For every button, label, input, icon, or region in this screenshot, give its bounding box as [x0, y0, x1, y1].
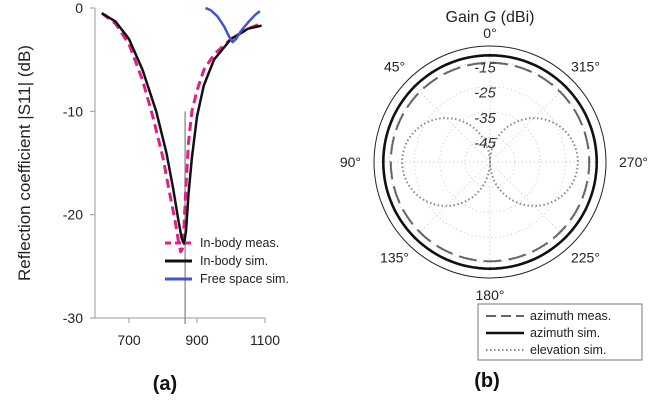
angle-label: 45° [384, 59, 405, 75]
angle-label: 315° [571, 59, 600, 75]
series-line-1 [100, 12, 263, 254]
angle-label: 270° [619, 154, 648, 170]
title-symbol: G [484, 9, 496, 26]
ring-label: -15 [474, 60, 496, 77]
polar-outer-ring [373, 45, 607, 279]
series-line-3 [205, 6, 261, 44]
legend: azimuth meas. azimuth sim. elevation sim. [477, 303, 643, 361]
y-tick-label: -30 [63, 310, 83, 326]
angle-label: 135° [380, 249, 409, 265]
ring-label: -35 [474, 110, 496, 127]
angle-label: 180° [476, 287, 505, 303]
x-tick-label: 900 [185, 332, 209, 348]
right-chart: Gain G (dBi) -15 -25 -35 -45 0° 45° 90° 135° 180… [340, 9, 648, 392]
legend-label: In-body sim. [200, 254, 268, 268]
chart-title: Gain G (dBi) [446, 9, 535, 26]
polar-grid-spoke [489, 161, 571, 243]
panel-label-b: (b) [474, 370, 500, 392]
title-unit: (dBi) [496, 9, 534, 26]
panel-label-a: (a) [153, 373, 177, 395]
legend-label: In-body meas. [200, 236, 279, 250]
x-tick-label: 1100 [250, 332, 280, 348]
polar-grid-spoke [489, 81, 571, 163]
polar-grid-spoke [409, 161, 491, 243]
legend-label: elevation sim. [530, 343, 606, 357]
polar-grid-spoke [409, 81, 491, 163]
legend-label: azimuth sim. [530, 326, 600, 340]
angle-label: 90° [340, 154, 361, 170]
polar-grid-ring [439, 111, 541, 213]
y-tick-label: -20 [63, 207, 83, 223]
y-tick-label: 0 [75, 0, 83, 16]
ring-label: -45 [474, 135, 496, 152]
y-tick-label: -10 [63, 103, 83, 119]
ring-label: -25 [474, 85, 496, 102]
angle-label: 0° [483, 25, 496, 41]
left-chart: 700 900 1100 0 -10 -20 -30 Reflection coeffici… [15, 0, 289, 395]
title-prefix: Gain [446, 9, 484, 26]
series-line-2 [101, 12, 262, 245]
polar-series-2 [381, 54, 599, 271]
legend-label: azimuth meas. [530, 309, 611, 323]
x-tick-label: 700 [117, 332, 141, 348]
angle-label: 225° [571, 249, 600, 265]
polar-grid-ring [464, 136, 516, 188]
polar-series-1 [389, 61, 591, 263]
legend-label: Free space sim. [200, 272, 289, 286]
y-axis-label: Reflection coefficient |S11| (dB) [15, 45, 34, 281]
legend: In-body meas. In-body sim. Free space sim. [165, 236, 289, 286]
polar-series-3 [401, 117, 579, 207]
polar-grid-ring [414, 86, 566, 238]
